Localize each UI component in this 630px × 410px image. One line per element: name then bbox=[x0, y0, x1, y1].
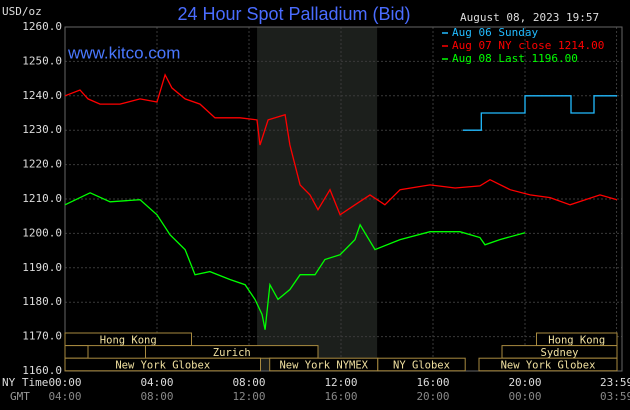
y-tick-label: 1220.0 bbox=[22, 158, 62, 171]
timestamp: August 08, 2023 19:57 bbox=[460, 11, 599, 24]
gmt-tick-label: 03:59 bbox=[600, 390, 630, 403]
y-unit: USD/oz bbox=[2, 5, 42, 18]
legend-label: Aug 08 Last 1196.00 bbox=[452, 52, 578, 65]
y-tick-label: 1260.0 bbox=[22, 20, 62, 33]
session-bar bbox=[478, 357, 618, 372]
session-label: Sydney bbox=[541, 347, 579, 359]
session-label: NY Globex bbox=[393, 360, 450, 372]
price-line bbox=[64, 73, 618, 216]
session-label: Zurich bbox=[213, 347, 251, 359]
x-tick-label: 00:00 bbox=[48, 376, 81, 389]
x-row-label: NY Time bbox=[2, 376, 48, 389]
gmt-tick-label: 00:00 bbox=[508, 390, 541, 403]
gmt-tick-label: 16:00 bbox=[324, 390, 357, 403]
session-bar bbox=[64, 332, 192, 347]
y-tick-label: 1200.0 bbox=[22, 226, 62, 239]
session-label: New York Globex bbox=[115, 360, 210, 372]
gmt-tick-label: 20:00 bbox=[416, 390, 449, 403]
gmt-tick-label: 12:00 bbox=[232, 390, 265, 403]
price-line bbox=[64, 192, 526, 330]
y-tick-label: 1240.0 bbox=[22, 89, 62, 102]
y-tick-label: 1190.0 bbox=[22, 261, 62, 274]
session-label: New York NYMEX bbox=[279, 360, 368, 372]
y-tick-label: 1180.0 bbox=[22, 295, 62, 308]
x-tick-label: 08:00 bbox=[232, 376, 265, 389]
price-line bbox=[462, 95, 617, 131]
y-tick-label: 1230.0 bbox=[22, 123, 62, 136]
session-label: New York Globex bbox=[501, 360, 596, 372]
chart-title: 24 Hour Spot Palladium (Bid) bbox=[177, 4, 410, 24]
legend-label: Aug 06 Sunday bbox=[452, 26, 538, 39]
y-tick-label: 1160.0 bbox=[22, 364, 62, 377]
session-bar bbox=[64, 345, 89, 359]
session-label: Hong Kong bbox=[100, 334, 157, 346]
legend-label: Aug 07 NY close 1214.00 bbox=[452, 39, 604, 52]
x-tick-label: 04:00 bbox=[140, 376, 173, 389]
watermark: www.kitco.com bbox=[67, 43, 180, 62]
session-label: Hong Kong bbox=[548, 334, 605, 346]
y-tick-label: 1210.0 bbox=[22, 192, 62, 205]
y-tick-label: 1170.0 bbox=[22, 330, 62, 343]
x-tick-label: 23:59 bbox=[600, 376, 630, 389]
x-row-label: GMT bbox=[10, 390, 30, 403]
gmt-tick-label: 08:00 bbox=[140, 390, 173, 403]
session-bar bbox=[64, 357, 261, 372]
x-tick-label: 16:00 bbox=[416, 376, 449, 389]
x-tick-label: 20:00 bbox=[508, 376, 541, 389]
gmt-tick-label: 04:00 bbox=[48, 390, 81, 403]
session-bar bbox=[377, 357, 466, 372]
x-tick-label: 12:00 bbox=[324, 376, 357, 389]
y-tick-label: 1250.0 bbox=[22, 54, 62, 67]
